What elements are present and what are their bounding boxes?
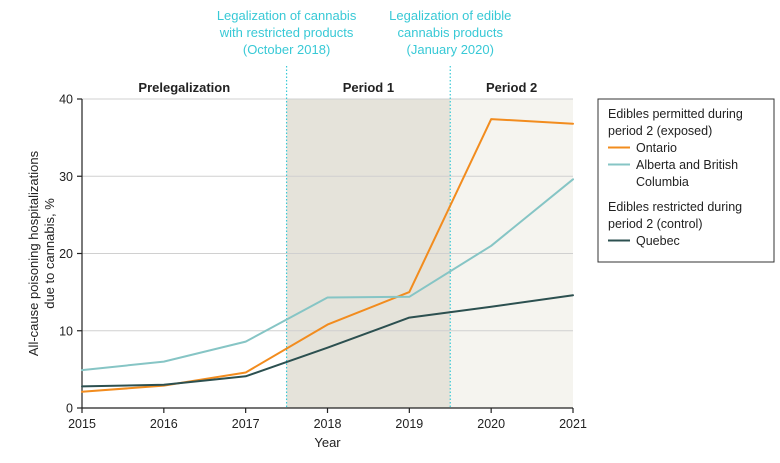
legend-group-heading: period 2 (control) <box>608 217 703 231</box>
y-axis-title-line: due to cannabis, % <box>42 198 57 309</box>
legalization-annotation: (October 2018) <box>243 42 330 57</box>
series-line-alberta-and-british-columbia <box>81 178 574 372</box>
period-label: Prelegalization <box>138 80 230 95</box>
legalization-annotation: cannabis products <box>397 25 503 40</box>
legalization-annotation: with restricted products <box>219 25 354 40</box>
y-tick-label: 0 <box>66 402 73 416</box>
y-axis-title-line: All-cause poisoning hospitalizations <box>26 150 41 356</box>
x-axis-title: Year <box>314 435 341 450</box>
legend-group-heading: period 2 (exposed) <box>608 124 712 138</box>
y-axis-title: All-cause poisoning hospitalizationsdue … <box>26 150 57 356</box>
series-line-quebec <box>81 294 574 388</box>
x-tick-label: 2020 <box>477 417 505 431</box>
x-tick-label: 2019 <box>395 417 423 431</box>
legend-item-label: Alberta and British <box>636 158 738 172</box>
legend-item-label: Ontario <box>636 141 677 155</box>
x-tick-label: 2015 <box>68 417 96 431</box>
legalization-annotation: Legalization of cannabis <box>217 8 357 23</box>
legend-group-heading: Edibles restricted during <box>608 200 742 214</box>
period-label: Period 1 <box>343 80 394 95</box>
x-tick-label: 2018 <box>314 417 342 431</box>
legalization-annotation: (January 2020) <box>407 42 494 57</box>
x-tick-label: 2017 <box>232 417 260 431</box>
y-tick-label: 10 <box>59 324 73 338</box>
y-tick-label: 40 <box>59 93 73 107</box>
x-tick-label: 2016 <box>150 417 178 431</box>
legend-box <box>597 98 775 263</box>
period-label: Period 2 <box>486 80 537 95</box>
legend-item-label: Quebec <box>636 234 680 248</box>
y-tick-label: 20 <box>59 247 73 261</box>
x-tick-label: 2021 <box>559 417 587 431</box>
legalization-annotation: Legalization of edible <box>389 8 511 23</box>
legend-item-label: Columbia <box>636 175 689 189</box>
y-tick-label: 30 <box>59 170 73 184</box>
legend-group-heading: Edibles permitted during <box>608 107 743 121</box>
